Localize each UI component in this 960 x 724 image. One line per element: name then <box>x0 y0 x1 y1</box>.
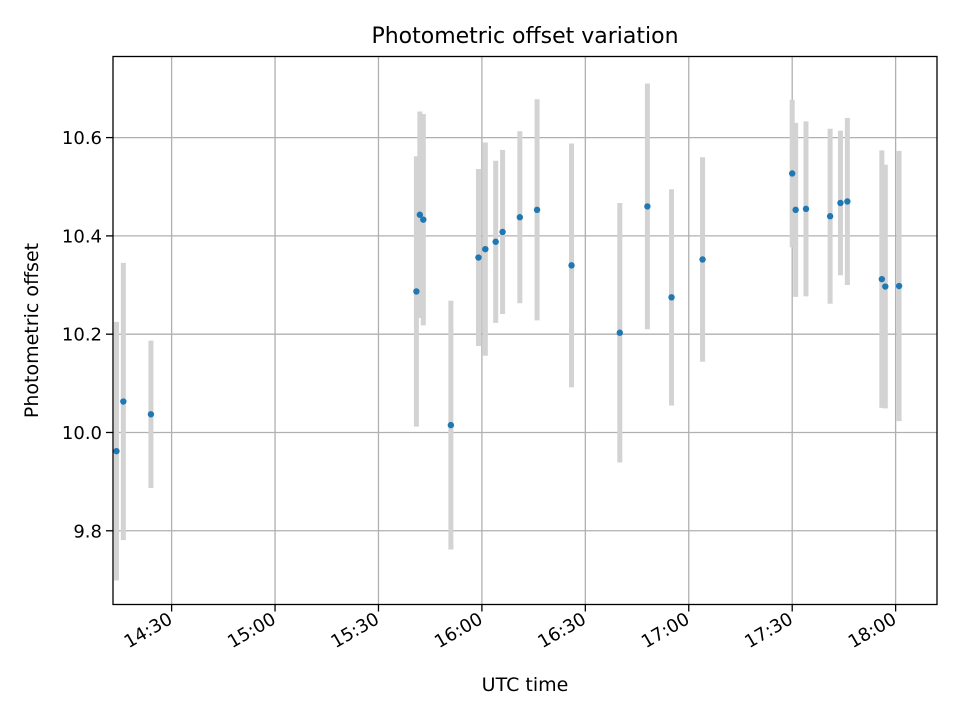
data-point <box>616 329 624 336</box>
data-point <box>826 213 834 220</box>
x-axis-label: UTC time <box>482 674 569 696</box>
data-point <box>837 199 844 207</box>
data-point <box>147 411 155 418</box>
data-point <box>447 421 455 429</box>
data-point <box>792 206 799 214</box>
data-point <box>492 238 499 245</box>
data-point <box>120 398 127 405</box>
data-point <box>482 245 489 253</box>
grid-layer <box>113 56 937 605</box>
data-point <box>882 283 889 290</box>
point-layer <box>113 170 903 455</box>
data-point <box>568 262 575 269</box>
plot-frame <box>112 55 938 606</box>
data-point <box>533 206 541 214</box>
y-axis-label: Photometric offset <box>21 243 43 418</box>
data-point <box>499 228 506 236</box>
data-point <box>895 282 903 290</box>
y-tick-label: 10.4 <box>62 226 102 247</box>
data-point <box>516 214 524 221</box>
data-point <box>699 256 706 263</box>
data-point <box>644 203 651 210</box>
data-point <box>788 170 796 177</box>
y-tick-label: 10.2 <box>62 325 102 346</box>
data-point <box>475 254 482 261</box>
y-tick-layer: 9.8 10.0 10.2 10.4 10.6 <box>62 128 113 542</box>
data-point <box>878 275 886 283</box>
data-point <box>413 288 420 295</box>
y-tick-label: 10.0 <box>62 423 102 444</box>
chart-title: Photometric offset variation <box>371 24 678 49</box>
data-point <box>113 447 120 455</box>
data-point <box>668 294 675 301</box>
data-point <box>844 198 851 205</box>
data-point <box>416 211 424 218</box>
data-point <box>420 216 427 223</box>
y-tick-label: 10.6 <box>62 128 102 149</box>
y-tick-label: 9.8 <box>73 521 102 542</box>
data-point <box>802 205 810 213</box>
